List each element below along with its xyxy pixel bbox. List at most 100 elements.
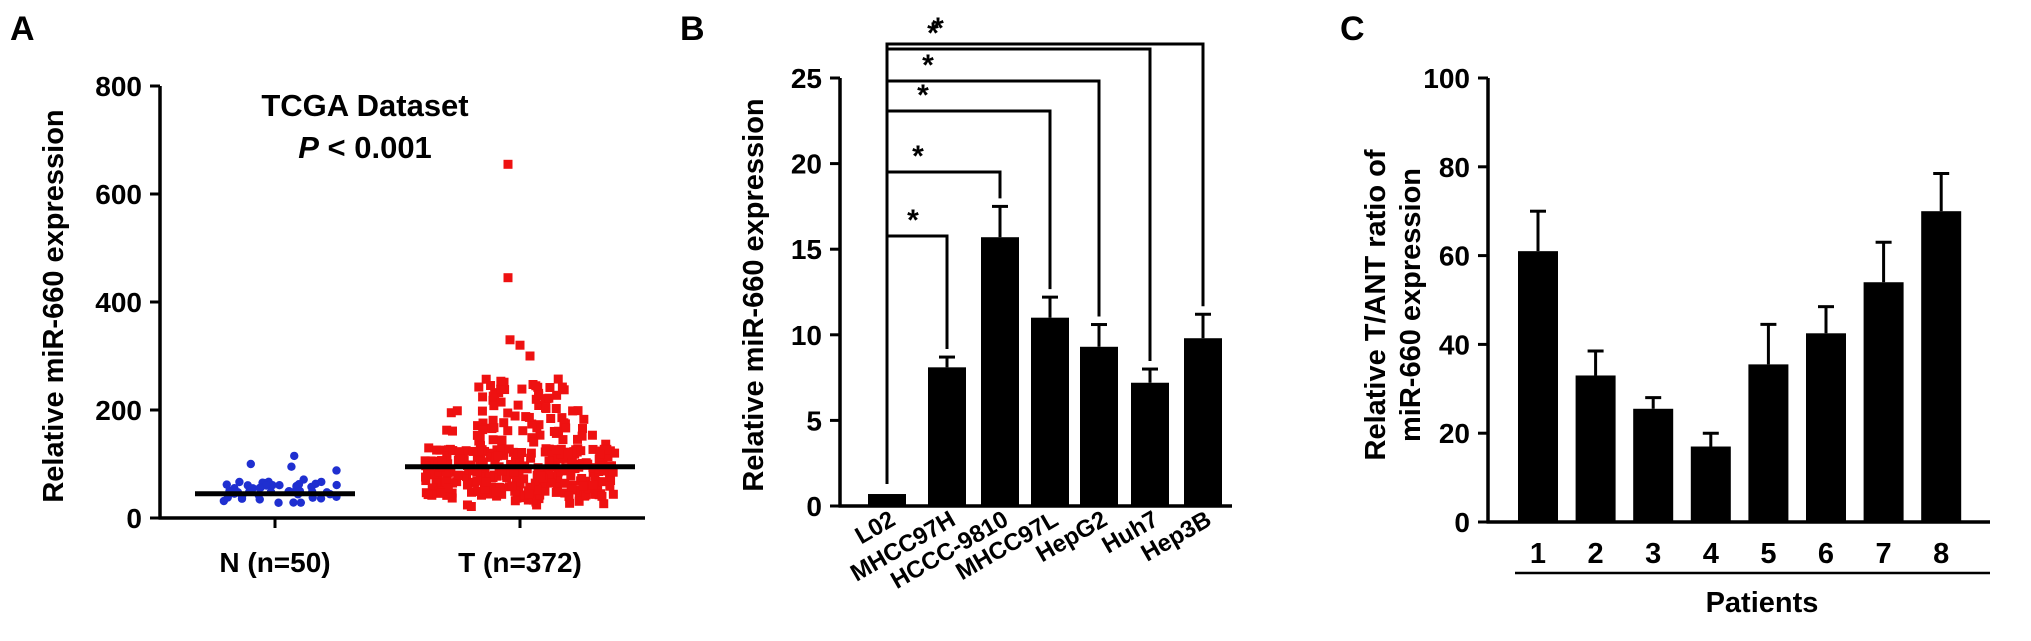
panel-a-point-t — [518, 426, 528, 436]
panel-a-point-t — [535, 490, 545, 500]
panel-a-point-t — [540, 447, 550, 457]
panel-a-point-n — [255, 483, 264, 493]
panel-c-bar — [1633, 408, 1674, 522]
panel-b-significance-star: * — [922, 49, 934, 82]
panel-a-point-t — [491, 487, 501, 497]
panel-c-bar — [1518, 251, 1558, 522]
panel-a-point-t — [599, 499, 609, 509]
panel-b-y-tick-label: 5 — [806, 405, 822, 436]
panel-a-point-t — [466, 502, 476, 512]
panel-a-point-t — [552, 445, 562, 455]
panel-c-x-tick-label: 2 — [1588, 538, 1604, 570]
panel-a-point-t — [558, 435, 568, 445]
panel-a-point-t — [608, 467, 618, 477]
panel-a-point-t — [432, 445, 442, 455]
panel-a-point-t — [578, 481, 588, 491]
panel-b-significance-star: * — [907, 204, 919, 237]
panel-c-x-tick-label: 1 — [1530, 538, 1546, 570]
panel-a-point-t — [478, 425, 488, 435]
panel-b-bar — [1080, 346, 1118, 506]
panel-a-point-t — [496, 397, 506, 407]
panel-a-point-t — [503, 273, 513, 283]
panel-a-point-t — [447, 426, 457, 436]
panel-b-y-tick-label: 20 — [791, 149, 822, 180]
panel-b-y-tick-label: 15 — [791, 234, 822, 265]
panel-a-point-t — [573, 434, 583, 444]
panel-a-point-t — [524, 489, 534, 499]
panel-a-point-t — [581, 490, 591, 500]
panel-a-y-tick-label: 200 — [95, 395, 142, 426]
panel-a-point-t — [499, 418, 509, 428]
panel-b-significance-bracket: * — [885, 12, 1205, 485]
panel-a-point-t — [566, 471, 576, 481]
panel-a-point-t — [514, 468, 524, 478]
panel-a-point-t — [544, 469, 554, 479]
panel-a-point-t — [443, 483, 453, 493]
panel-a-point-t — [488, 415, 498, 425]
panel-a-point-t — [495, 482, 505, 492]
panel-a-point-t — [579, 414, 589, 424]
panel-a-point-t — [473, 421, 483, 431]
panel-a-series-t — [420, 159, 620, 512]
panel-a-point-t — [485, 489, 495, 499]
panel-a-point-t — [489, 401, 499, 411]
panel-a-point-t — [424, 443, 434, 453]
panel-a-point-t — [594, 454, 604, 464]
panel-a-point-t — [499, 450, 509, 460]
panel-a-point-t — [534, 465, 544, 475]
panel-a-point-t — [497, 489, 507, 499]
panel-a-point-t — [517, 448, 527, 458]
panel-a-point-t — [526, 448, 536, 458]
panel-a-point-t — [462, 480, 472, 490]
panel-b-bar — [1031, 317, 1069, 506]
panel-label-c: C — [1340, 10, 1365, 48]
panel-a-point-t — [452, 406, 462, 416]
panel-a-point-n — [262, 481, 271, 490]
panel-b-y-tick-label: 25 — [791, 63, 822, 94]
panel-a-pvalue-text: < 0.001 — [319, 130, 432, 165]
panel-a-point-n — [290, 451, 299, 461]
panel-a-point-t — [536, 471, 546, 481]
panel-a-point-t — [529, 437, 539, 447]
panel-a-point-t — [480, 484, 490, 494]
panel-a-point-t — [481, 374, 491, 384]
panel-a-point-t — [597, 491, 607, 501]
panel-b-bar — [981, 237, 1019, 506]
panel-a-point-t — [472, 430, 482, 440]
panel-a-point-t — [525, 351, 535, 361]
panel-a-point-t — [446, 408, 456, 418]
panel-a-point-t — [573, 406, 583, 416]
panel-a-point-t — [431, 478, 441, 488]
panel-a-point-t — [541, 403, 551, 413]
panel-c-bar-chart: Relative T/ANT ratio of miR-660 expressi… — [1360, 63, 1990, 619]
panel-a-point-t — [576, 446, 586, 456]
panel-a-point-n — [332, 466, 341, 475]
panel-a-point-t — [468, 446, 478, 456]
panel-a-point-t — [587, 430, 597, 440]
panel-a-point-t — [540, 486, 550, 496]
panel-a-point-t — [546, 478, 556, 488]
panel-a-point-t — [447, 488, 457, 498]
panel-a-point-t — [513, 400, 523, 410]
panel-a-point-t — [477, 406, 487, 416]
panel-a-point-t — [552, 390, 562, 400]
panel-a-point-t — [553, 474, 563, 484]
panel-c-x-tick-label: 7 — [1876, 538, 1892, 570]
panel-a-y-axis-label: Relative miR-660 expression — [38, 109, 70, 502]
panel-a-point-n — [235, 477, 244, 487]
panel-a-point-t — [448, 446, 458, 456]
panel-a-point-t — [480, 465, 490, 475]
panel-a-point-t — [447, 493, 457, 503]
panel-a-point-t — [552, 482, 562, 492]
panel-a-point-t — [503, 466, 513, 476]
panel-a-point-t — [532, 423, 542, 433]
panel-c-x-tick-label: 4 — [1703, 538, 1719, 570]
panel-a-point-t — [497, 466, 507, 476]
panel-a-point-t — [534, 390, 544, 400]
panel-label-a: A — [10, 10, 35, 48]
panel-a-point-t — [610, 448, 620, 458]
panel-a-point-t — [517, 384, 527, 394]
panel-a-point-t — [488, 391, 498, 401]
panel-c-x-tick-label: 6 — [1818, 538, 1834, 570]
